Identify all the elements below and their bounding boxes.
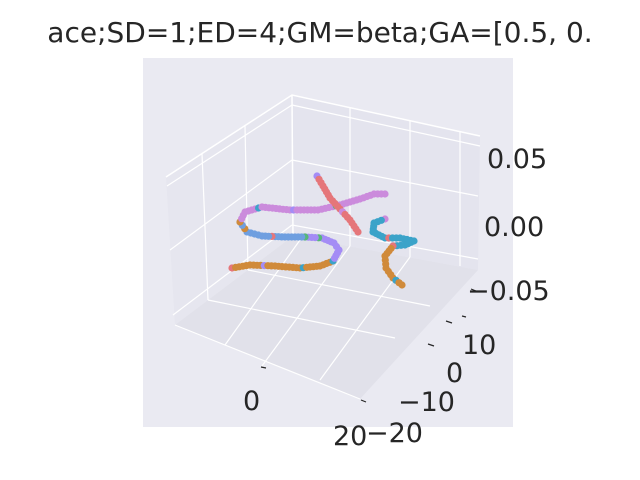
trajectory-series bbox=[381, 242, 406, 289]
trajectory-layer bbox=[228, 172, 418, 289]
chart-title: ace;SD=1;ED=4;GM=beta;GA=[0.5, 0. bbox=[47, 16, 593, 49]
trajectory-series bbox=[313, 172, 362, 236]
y-tick-label: 0 bbox=[446, 358, 463, 389]
pane-left bbox=[166, 95, 293, 325]
trajectory-series bbox=[236, 190, 389, 226]
z-tick-label: −0.05 bbox=[467, 276, 550, 307]
y-tick-label: −20 bbox=[366, 418, 423, 449]
x-tick-labels: 0 20 bbox=[243, 386, 367, 452]
y-tick-labels: −20 −10 0 10 bbox=[366, 330, 496, 449]
y-tick-label: 10 bbox=[462, 330, 496, 361]
z-tick-label: 0.05 bbox=[487, 144, 547, 175]
data-point bbox=[398, 281, 406, 289]
axis-tick-marks bbox=[260, 288, 477, 403]
z-tick-labels: −0.05 0.00 0.05 bbox=[467, 144, 550, 307]
trajectory-series bbox=[228, 257, 337, 272]
data-point bbox=[354, 228, 362, 236]
z-tick-label: 0.00 bbox=[484, 212, 544, 243]
x-tick-label: 0 bbox=[243, 386, 260, 417]
y-tick-label: −10 bbox=[398, 387, 455, 418]
grid-lines bbox=[166, 104, 481, 400]
trajectory-series bbox=[236, 218, 309, 241]
x-tick-label: 20 bbox=[333, 421, 367, 452]
data-point bbox=[381, 190, 389, 198]
pane-floor bbox=[175, 236, 478, 399]
pane-back bbox=[292, 95, 480, 270]
